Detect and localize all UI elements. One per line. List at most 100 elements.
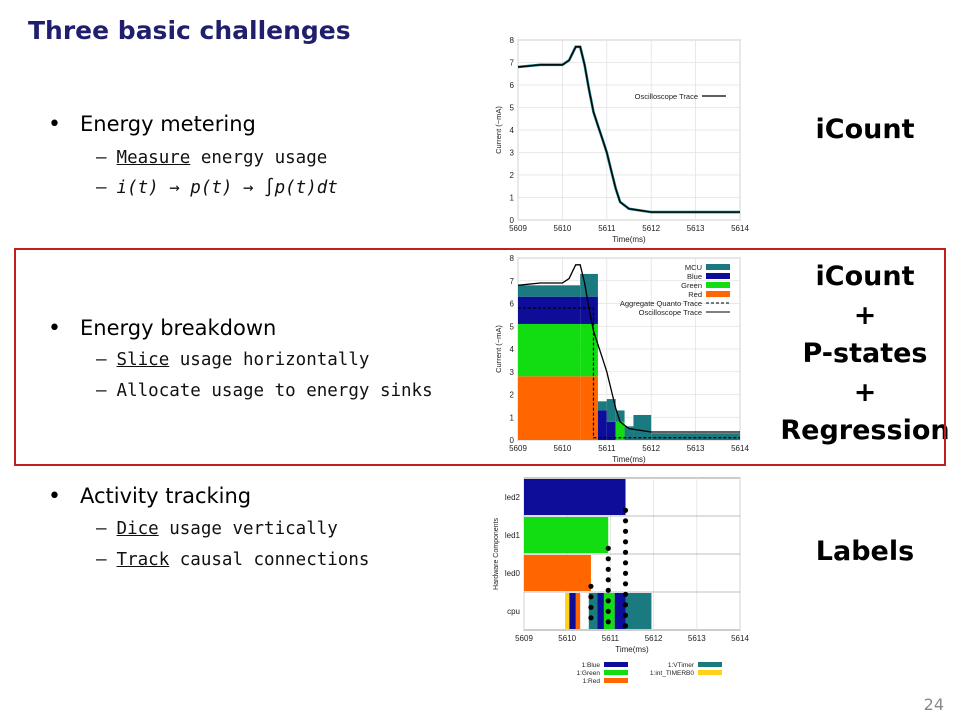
bar-segment-mcu [624,426,634,440]
legend-label: 1:int_TIMERB0 [650,670,694,677]
legend-label: Green [681,281,702,290]
formula-text: i(t) → p(t) → ∫p(t)dt [116,178,338,198]
legend-label: 1:Green [577,670,601,677]
y-tick-label: 4 [510,345,515,354]
row-span-red [575,593,581,629]
causal-dot [622,602,629,608]
y-tick-label: 2 [510,171,515,180]
y-tick-label: 1 [510,413,515,422]
x-tick-label: 5613 [688,634,706,643]
causal-dot [622,507,629,513]
dash-icon: – [96,148,107,168]
x-tick-label: 5609 [515,634,533,643]
y-tick-label: 7 [510,59,515,68]
bar-segment-mcu [518,285,581,297]
legend-label: 1:VTimer [668,662,695,669]
chart-oscilloscope: 5609 5610 5611 5612 5613 5614 Time(ms) 0 1 2 3 4 5 6 7… [480,30,755,250]
y-tick-label: 0 [510,216,515,225]
y-tick-label: led2 [505,493,521,502]
legend-label: Blue [687,272,702,281]
x-tick-label: 5612 [642,444,660,453]
causal-dot [622,528,629,534]
causal-dot [588,604,594,610]
sub-item-underlined: Slice [116,350,170,370]
bar-segment-green [518,323,581,377]
causal-dot [622,623,629,629]
y-axis-label: Hardware Components [493,518,500,590]
bar-segment-blue [518,296,581,324]
series-line-oscilloscope [517,46,740,213]
bullet-icon: • [48,112,61,137]
combo-line: Regression [780,415,950,446]
x-tick-label: 5612 [645,634,663,643]
bar-segment-green [615,421,625,440]
legend-label: Red [688,290,702,299]
x-axis-label: Time(ms) [612,235,646,244]
legend-label: 1:Blue [582,662,601,669]
causal-dot [622,560,629,566]
y-tick-label: 6 [510,81,515,90]
y-tick-label: 5 [510,104,515,113]
bar-segment-mcu [606,399,616,422]
bullet-icon: • [48,316,61,341]
bar-segment-mcu [597,401,607,411]
causal-dot [605,577,611,583]
causal-dot [605,619,611,625]
x-axis-label: Time(ms) [615,645,649,654]
x-axis-label: Time(ms) [612,455,646,464]
bar-segment-red [580,376,598,440]
row-span-red [524,555,591,591]
sub-item-text: usage horizontally [169,350,370,370]
section-heading: Activity tracking [80,484,252,508]
y-axis-label: Current (~mA) [494,325,503,373]
series-line-oscilloscope [517,264,740,433]
legend-swatch [706,282,730,288]
row-span-mcu [588,593,598,629]
dash-icon: – [96,519,107,539]
y-tick-label: cpu [507,607,520,616]
row-span-blue [524,479,626,515]
chart-activity-tracking: 5609 5610 5611 5612 5613 5614 Time(ms) led2 led1… [480,472,755,692]
causal-dot [605,598,611,604]
sub-item-text: usage vertically [158,519,338,539]
causal-dot [588,594,594,600]
section-heading: Energy metering [80,112,256,136]
legend-swatch [706,291,730,297]
bar-segment-red [518,376,581,440]
dash-icon: – [96,550,107,570]
y-tick-label: 4 [510,126,515,135]
row-span-green [524,517,609,553]
combo-line: P-states [802,338,928,369]
causal-dot [622,539,629,545]
sub-item-underlined: Dice [116,519,159,539]
bullet-icon: • [48,484,61,509]
causal-dot [622,591,629,597]
dash-icon: – [96,350,107,370]
chart-activity-tracking-svg: 5609 5610 5611 5612 5613 5614 Time(ms) led2 led1… [493,477,749,685]
causal-dot [588,583,594,589]
legend-swatch [698,662,722,667]
causal-dot [622,581,629,587]
dash-icon: – [96,381,107,401]
slide-title: Three basic challenges [28,16,351,45]
y-tick-label: led1 [505,531,521,540]
causal-dot [588,615,594,621]
bar-segment-mcu [633,414,652,440]
x-tick-label: 5612 [642,224,660,233]
x-tick-label: 5611 [598,224,616,233]
y-tick-label: 2 [510,391,515,400]
causal-dot [605,556,611,562]
legend-swatch [604,678,628,683]
row-span-yellow [565,593,570,629]
y-tick-label: 3 [510,368,515,377]
label-labels: Labels [815,536,915,567]
legend-label: Aggregate Quanto Trace [620,299,702,308]
legend-swatch [698,670,722,675]
sub-item: – Track causal connections [96,550,369,570]
y-tick-label: 8 [510,36,515,45]
y-tick-label: 6 [510,300,515,309]
causal-dot [605,545,611,551]
causal-dot [622,549,629,555]
y-tick-label: 3 [510,149,515,158]
bar-segment-blue [606,421,616,440]
